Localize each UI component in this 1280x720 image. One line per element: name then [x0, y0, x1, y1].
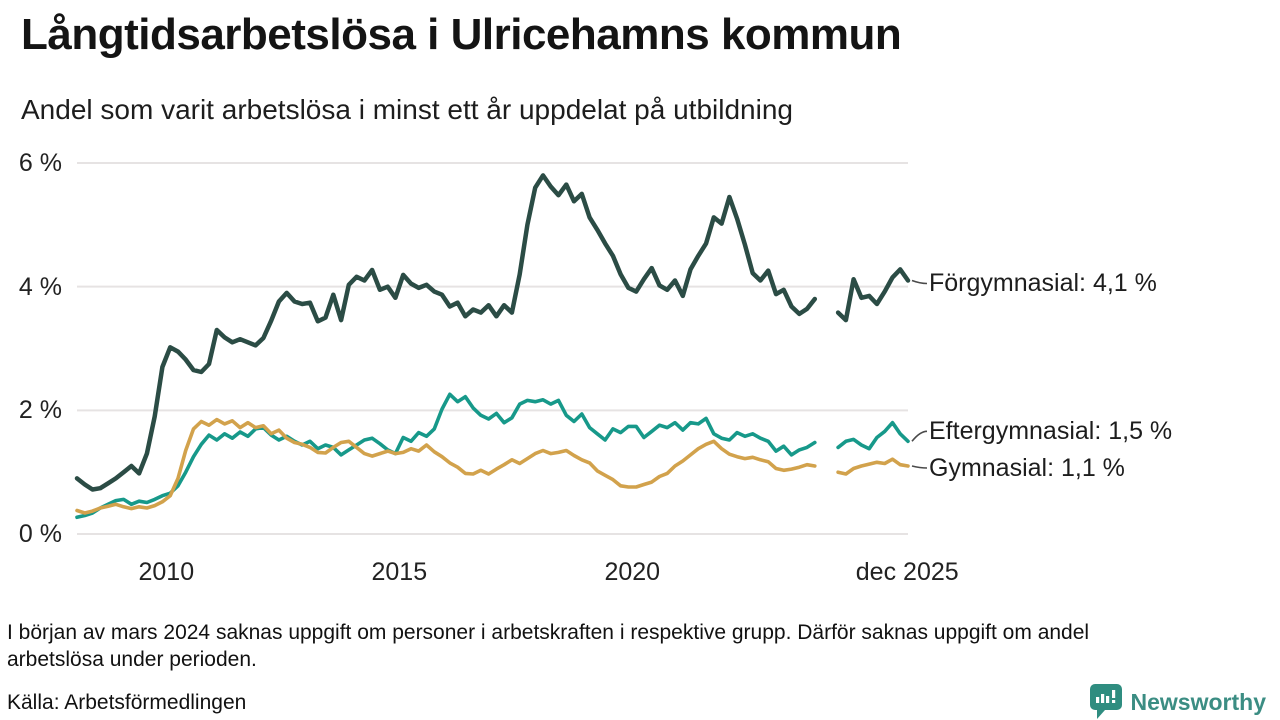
end-label-connector-gymnasial — [911, 465, 928, 469]
footnote: I början av mars 2024 saknas uppgift om … — [7, 621, 1090, 671]
series-line-gymnasial — [75, 417, 910, 515]
x-axis-tick-2020: 2020 — [604, 558, 661, 586]
x-axis-tick-2010: 2010 — [138, 558, 195, 586]
end-label-gymnasial: Gymnasial: 1,1 % — [929, 453, 1125, 482]
x-axis-tick-dec-2025: dec 2025 — [855, 558, 959, 586]
x-axis-tick-2015: 2015 — [371, 558, 428, 586]
chart-subtitle: Andel som varit arbetslösa i minst ett å… — [21, 94, 793, 125]
page-title: Långtidsarbetslösa i Ulricehamns kommun — [21, 10, 902, 59]
end-label-connector-eftergymnasial — [911, 430, 928, 442]
y-axis-tick-6pct: 6 % — [18, 149, 62, 177]
y-axis-tick-2pct: 2 % — [18, 396, 62, 425]
source-label: Källa: Arbetsförmedlingen — [7, 691, 247, 714]
newsworthy-logo-text: Newsworthy — [1130, 688, 1266, 715]
y-axis-tick-0pct: 0 % — [18, 520, 62, 548]
newsworthy-logo-icon — [1089, 684, 1122, 719]
end-label-eftergymnasial: Eftergymnasial: 1,5 % — [929, 417, 1173, 446]
end-label-forgymnasial: Förgymnasial: 4,1 % — [929, 269, 1157, 298]
series-line-eftergymnasial — [75, 392, 910, 520]
series-line-forgymnasial — [74, 173, 911, 492]
y-axis-tick-4pct: 4 % — [18, 272, 62, 301]
end-label-connector-forgymnasial — [911, 279, 928, 285]
newsworthy-logo: Newsworthy — [1089, 684, 1266, 720]
